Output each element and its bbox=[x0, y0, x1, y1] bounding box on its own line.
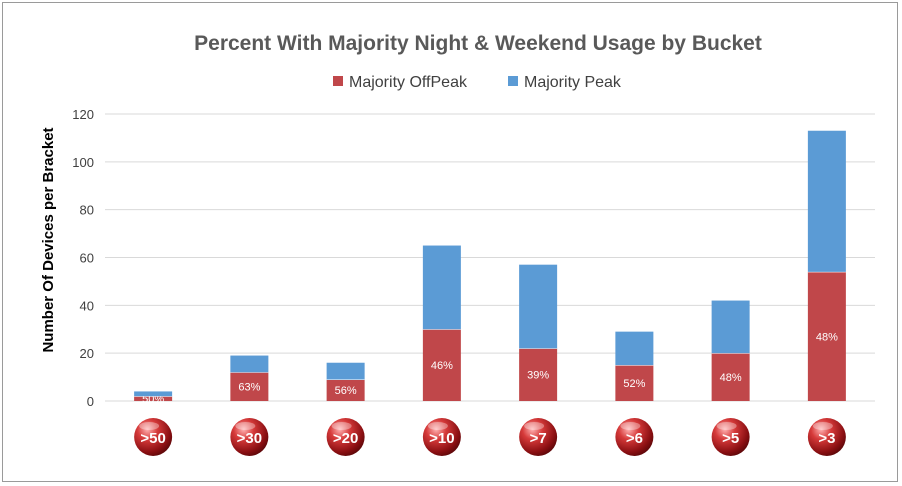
bar-offpeak bbox=[422, 329, 461, 401]
category-marker bbox=[422, 418, 461, 456]
category-marker-highlight bbox=[524, 422, 545, 430]
chart-title: Percent With Majority Night & Weekend Us… bbox=[194, 32, 762, 55]
y-tick-label: 100 bbox=[72, 155, 94, 170]
y-axis-ticks: 0 20 40 60 80 100 120 bbox=[72, 107, 94, 409]
data-label: 48% bbox=[816, 331, 838, 343]
data-label: 52% bbox=[623, 378, 645, 390]
category-marker-highlight bbox=[427, 422, 448, 430]
category-marker-highlight bbox=[331, 422, 352, 430]
x-tick-label: >50 bbox=[140, 430, 165, 447]
category-marker-highlight bbox=[620, 422, 641, 430]
bar-offpeak bbox=[519, 348, 558, 401]
category-marker bbox=[326, 418, 365, 456]
data-label: 48% bbox=[720, 372, 742, 384]
data-label: 63% bbox=[238, 382, 260, 394]
category-marker bbox=[615, 418, 654, 456]
category-marker-highlight bbox=[716, 422, 737, 430]
bar-offpeak bbox=[807, 271, 846, 401]
category-marker bbox=[711, 418, 750, 456]
x-tick-label: >30 bbox=[237, 430, 262, 447]
category-marker bbox=[230, 418, 269, 456]
legend-label: Majority OffPeak bbox=[349, 74, 468, 91]
y-tick-label: 120 bbox=[72, 107, 94, 122]
category-markers: >50 >30 >20 >10 >7 >6 >5 >3 bbox=[134, 418, 846, 456]
legend-label: Majority Peak bbox=[524, 74, 622, 91]
x-tick-label: >5 bbox=[722, 430, 739, 447]
bar-peak bbox=[807, 130, 846, 272]
category-marker bbox=[519, 418, 558, 456]
y-axis-label: Number Of Devices per Bracket bbox=[40, 127, 57, 352]
data-label: 39% bbox=[527, 370, 549, 382]
bars: 50% 63% 56% 46% 39% 52% 48% 48% bbox=[134, 130, 846, 406]
category-marker bbox=[134, 418, 173, 456]
data-label: 46% bbox=[431, 360, 453, 372]
bar-offpeak bbox=[230, 372, 269, 401]
bar-peak bbox=[615, 331, 654, 366]
data-label: 56% bbox=[335, 385, 357, 397]
bar-offpeak bbox=[134, 396, 173, 401]
bar-offpeak bbox=[615, 365, 654, 401]
x-tick-label: >3 bbox=[818, 430, 835, 447]
y-tick-label: 0 bbox=[87, 394, 94, 409]
data-label: 50% bbox=[142, 394, 164, 406]
bar-peak bbox=[711, 300, 750, 354]
x-tick-label: >7 bbox=[530, 430, 547, 447]
bar-peak bbox=[519, 264, 558, 349]
category-marker-highlight bbox=[139, 422, 160, 430]
legend-swatch bbox=[508, 76, 518, 86]
x-tick-label: >10 bbox=[429, 430, 454, 447]
bar-peak bbox=[326, 362, 365, 380]
gridlines bbox=[105, 113, 875, 402]
bar-peak bbox=[134, 391, 173, 397]
legend-swatch bbox=[333, 76, 343, 86]
x-tick-label: >6 bbox=[626, 430, 643, 447]
bar-peak bbox=[422, 245, 461, 330]
bar-offpeak bbox=[711, 353, 750, 401]
y-tick-label: 60 bbox=[80, 251, 94, 266]
x-tick-label: >20 bbox=[333, 430, 358, 447]
y-tick-label: 80 bbox=[80, 203, 94, 218]
y-tick-label: 40 bbox=[80, 298, 94, 313]
legend: Majority OffPeak Majority Peak bbox=[333, 74, 622, 91]
category-marker-highlight bbox=[812, 422, 833, 430]
bar-peak bbox=[230, 355, 269, 373]
y-tick-label: 20 bbox=[80, 346, 94, 361]
category-marker bbox=[807, 418, 846, 456]
category-marker-highlight bbox=[235, 422, 256, 430]
bar-offpeak bbox=[326, 379, 365, 401]
